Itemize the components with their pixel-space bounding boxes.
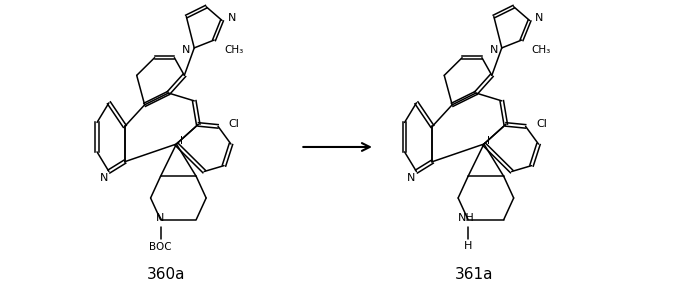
Text: N: N <box>535 13 544 23</box>
Text: N: N <box>100 173 108 183</box>
Text: CH₃: CH₃ <box>532 45 551 55</box>
Text: I: I <box>487 136 491 146</box>
Text: N: N <box>182 45 191 55</box>
Text: 360a: 360a <box>147 267 186 282</box>
Text: N: N <box>490 45 498 55</box>
Text: BOC: BOC <box>149 242 172 252</box>
Text: N: N <box>408 173 416 183</box>
Text: CH₃: CH₃ <box>224 45 244 55</box>
Text: N: N <box>228 13 236 23</box>
Text: NH: NH <box>458 213 475 223</box>
Text: 361a: 361a <box>455 267 493 282</box>
Text: Cl: Cl <box>536 119 547 129</box>
Text: Cl: Cl <box>228 119 239 129</box>
Text: N: N <box>156 213 165 223</box>
Text: H: H <box>464 241 473 251</box>
Text: I: I <box>180 136 183 146</box>
